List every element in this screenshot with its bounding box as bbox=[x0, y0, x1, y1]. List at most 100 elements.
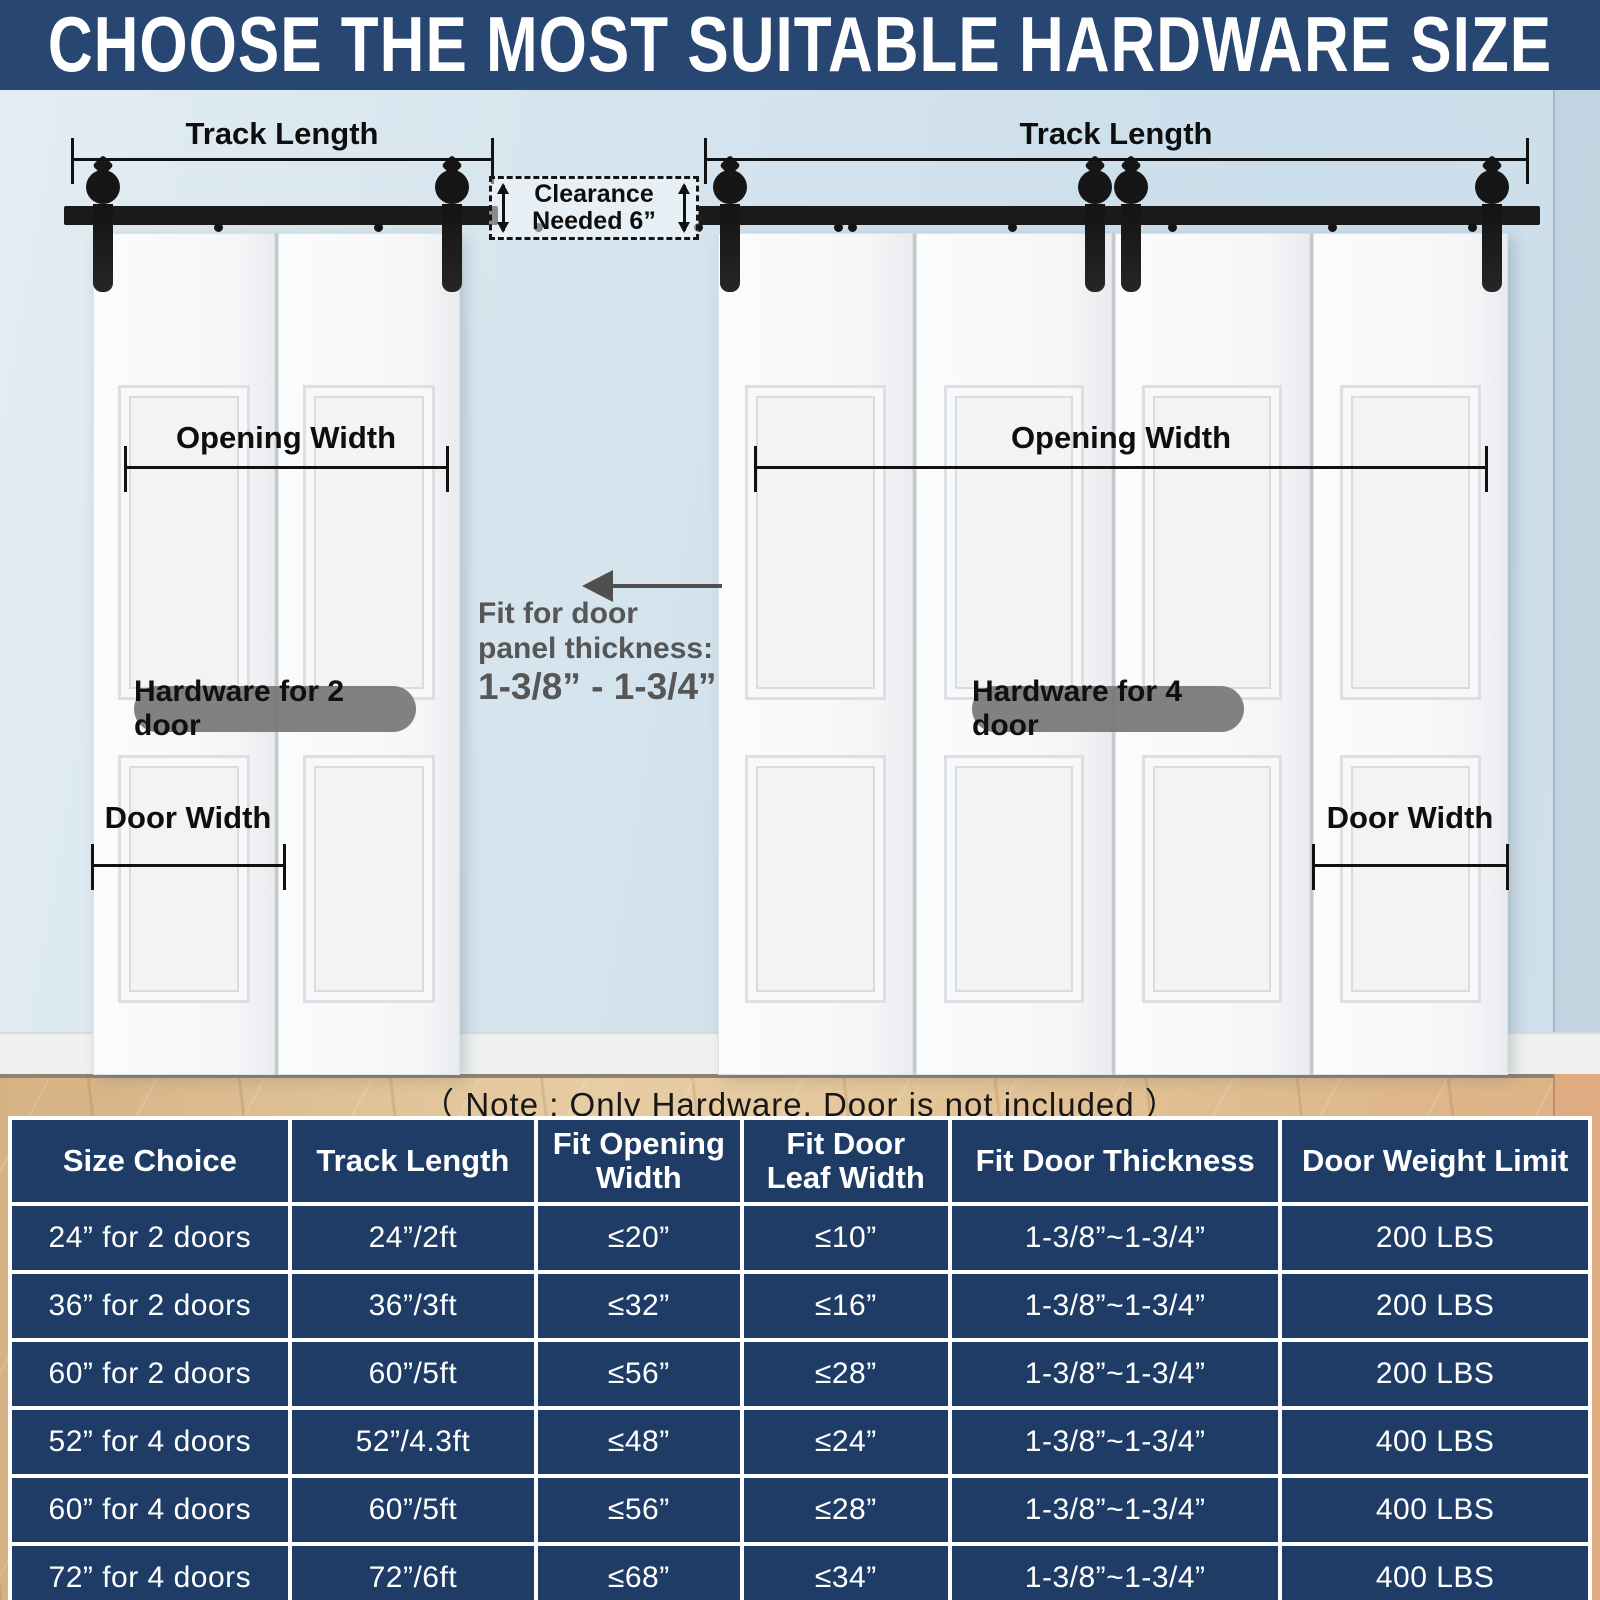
table-cell: ≤16” bbox=[739, 1270, 953, 1342]
table-cell: 200 LBS bbox=[1278, 1270, 1592, 1342]
door bbox=[278, 233, 460, 1075]
table-cell: ≤68” bbox=[534, 1542, 744, 1600]
door bbox=[1114, 233, 1310, 1075]
two-door-illustration bbox=[93, 233, 460, 1075]
door bbox=[93, 233, 275, 1075]
table-cell: ≤48” bbox=[534, 1406, 744, 1478]
size-table: Size Choice Track Length Fit Opening Width… bbox=[8, 1116, 1592, 1600]
note-text: （ Note : Only Hardware, Door is not incl… bbox=[421, 1086, 1179, 1123]
table-cell: 1-3/8”~1-3/4” bbox=[948, 1542, 1283, 1600]
four-door-illustration bbox=[718, 233, 1508, 1075]
table-cell: 24” for 2 doors bbox=[8, 1202, 292, 1274]
door-hanger bbox=[1121, 204, 1141, 292]
left-arrow-icon bbox=[582, 570, 613, 602]
door-hanger bbox=[720, 204, 740, 292]
door-width-label-right: Door Width bbox=[1326, 800, 1494, 835]
table-cell: ≤32” bbox=[534, 1270, 744, 1342]
column-header: Size Choice bbox=[8, 1116, 292, 1206]
table-cell: ≤28” bbox=[739, 1338, 953, 1410]
track-length-dim-line-right bbox=[704, 138, 1529, 184]
left-arrow-line bbox=[612, 584, 722, 588]
table-cell: 52”/4.3ft bbox=[287, 1406, 539, 1478]
door-hanger bbox=[442, 204, 462, 292]
door-panel bbox=[303, 384, 435, 701]
barn-door-track-right bbox=[698, 206, 1540, 232]
door-panel bbox=[745, 384, 886, 701]
opening-width-label-right: Opening Width bbox=[1010, 420, 1232, 455]
table-cell: 400 LBS bbox=[1278, 1542, 1592, 1600]
door-panel bbox=[943, 755, 1085, 1004]
table-cell: ≤10” bbox=[739, 1202, 953, 1274]
table-row: 60” for 4 doors 60”/5ft ≤56” ≤28” 1-3/8”~1-3… bbox=[8, 1474, 1592, 1546]
table-cell: 52” for 4 doors bbox=[8, 1406, 292, 1478]
table-cell: ≤20” bbox=[534, 1202, 744, 1274]
table-cell: 1-3/8”~1-3/4” bbox=[948, 1270, 1283, 1342]
table-row: 52” for 4 doors 52”/4.3ft ≤48” ≤24” 1-3/8”~1… bbox=[8, 1406, 1592, 1478]
door-thickness-note: Fit for door panel thickness: bbox=[478, 597, 714, 665]
table-row: 60” for 2 doors 60”/5ft ≤56” ≤28” 1-3/8”~1-3… bbox=[8, 1338, 1592, 1410]
table-cell: 72” for 4 doors bbox=[8, 1542, 292, 1600]
table-cell: 60”/5ft bbox=[287, 1338, 539, 1410]
table-cell: 1-3/8”~1-3/4” bbox=[948, 1474, 1283, 1546]
opening-width-dim-line-right bbox=[754, 446, 1488, 492]
door-width-dim-line-left bbox=[91, 844, 286, 890]
table-cell: 36”/3ft bbox=[287, 1270, 539, 1342]
door-panel bbox=[745, 755, 886, 1004]
door-panel bbox=[303, 755, 435, 1004]
door-panel bbox=[943, 384, 1085, 701]
opening-width-label-left: Opening Width bbox=[175, 420, 397, 455]
page-title: CHOOSE THE MOST SUITABLE HARDWARE SIZE bbox=[47, 1, 1553, 89]
door-hanger bbox=[1085, 204, 1105, 292]
table-cell: 36” for 2 doors bbox=[8, 1270, 292, 1342]
opening-width-dim-line-left bbox=[124, 446, 449, 492]
table-cell: 60” for 2 doors bbox=[8, 1338, 292, 1410]
door-panel bbox=[118, 384, 250, 701]
column-header: Fit Opening Width bbox=[534, 1116, 744, 1206]
table-row: 72” for 4 doors 72”/6ft ≤68” ≤34” 1-3/8”~1-3… bbox=[8, 1542, 1592, 1600]
door-panel bbox=[1141, 384, 1283, 701]
track-length-label-right: Track Length bbox=[1019, 116, 1213, 151]
table-cell: 1-3/8”~1-3/4” bbox=[948, 1406, 1283, 1478]
door bbox=[1312, 233, 1508, 1075]
table-row: 24” for 2 doors 24”/2ft ≤20” ≤10” 1-3/8”~1-3… bbox=[8, 1202, 1592, 1274]
door bbox=[916, 233, 1112, 1075]
column-header: Track Length bbox=[287, 1116, 539, 1206]
door bbox=[718, 233, 914, 1075]
table-cell: 1-3/8”~1-3/4” bbox=[948, 1338, 1283, 1410]
door-panel bbox=[1340, 384, 1481, 701]
door-panel bbox=[1340, 755, 1481, 1004]
door-panel bbox=[1141, 755, 1283, 1004]
table-cell: ≤56” bbox=[534, 1338, 744, 1410]
door-hanger bbox=[1482, 204, 1502, 292]
wall-corner bbox=[1553, 90, 1600, 1032]
title-banner: CHOOSE THE MOST SUITABLE HARDWARE SIZE bbox=[0, 0, 1600, 90]
table-cell: 1-3/8”~1-3/4” bbox=[948, 1202, 1283, 1274]
door-width-dim-line-right bbox=[1312, 844, 1509, 890]
table-cell: ≤28” bbox=[739, 1474, 953, 1546]
column-header: Fit Door Leaf Width bbox=[739, 1116, 953, 1206]
door-panel bbox=[118, 755, 250, 1004]
door-hanger bbox=[93, 204, 113, 292]
clearance-box: Clearance Needed 6” bbox=[489, 176, 699, 240]
table-cell: ≤56” bbox=[534, 1474, 744, 1546]
track-length-dim-line-left bbox=[71, 138, 494, 184]
table-row: 36” for 2 doors 36”/3ft ≤32” ≤16” 1-3/8”~1-3… bbox=[8, 1270, 1592, 1342]
door-thickness-range: 1-3/8” - 1-3/4” bbox=[478, 666, 717, 707]
clearance-label: Clearance Needed 6” bbox=[532, 180, 656, 235]
hardware-4door-badge: Hardware for 4 door bbox=[972, 675, 1244, 742]
up-down-arrow-icon bbox=[497, 183, 509, 233]
column-header: Fit Door Thickness bbox=[948, 1116, 1283, 1206]
barn-door-track-left bbox=[64, 206, 498, 232]
table-cell: ≤24” bbox=[739, 1406, 953, 1478]
table-cell: 200 LBS bbox=[1278, 1338, 1592, 1410]
door-width-label-left: Door Width bbox=[104, 800, 272, 835]
table-cell: 60” for 4 doors bbox=[8, 1474, 292, 1546]
hardware-2door-badge: Hardware for 2 door bbox=[134, 675, 416, 742]
table-cell: ≤34” bbox=[739, 1542, 953, 1600]
table-cell: 72”/6ft bbox=[287, 1542, 539, 1600]
table-cell: 400 LBS bbox=[1278, 1406, 1592, 1478]
track-length-label-left: Track Length bbox=[185, 116, 379, 151]
table-cell: 24”/2ft bbox=[287, 1202, 539, 1274]
column-header: Door Weight Limit bbox=[1278, 1116, 1592, 1206]
